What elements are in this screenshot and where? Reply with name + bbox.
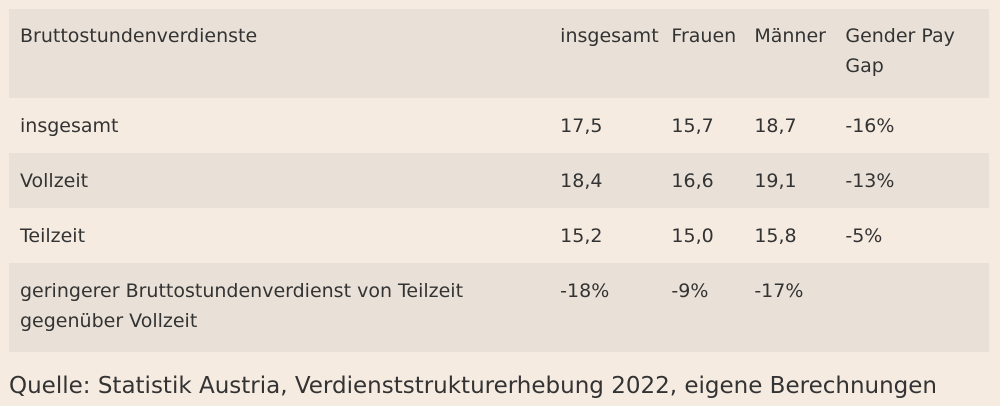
table-row: geringerer Bruttostundenverdienst von Te… [9,263,989,352]
earnings-table: Bruttostundenverdienste insgesamt Frauen… [9,9,989,352]
table-row: Teilzeit 15,2 15,0 15,8 -5% [9,208,989,263]
cell-women: 16,6 [671,153,755,208]
cell-gender-pay-gap [845,263,989,352]
cell-women: 15,0 [671,208,755,263]
row-label: Teilzeit [9,208,561,263]
row-label: insgesamt [9,98,561,153]
column-header-total: insgesamt [560,9,672,98]
row-label: geringerer Bruttostundenverdienst von Te… [9,263,561,352]
cell-gender-pay-gap: -13% [845,153,989,208]
column-header-women: Frauen [671,9,755,98]
table-row: insgesamt 17,5 15,7 18,7 -16% [9,98,989,153]
column-header-earnings: Bruttostundenverdienste [9,9,561,98]
cell-men: 15,8 [754,208,846,263]
source-note: Quelle: Statistik Austria, Verdienststru… [9,373,937,399]
cell-men: 19,1 [754,153,846,208]
column-header-gender-pay-gap: Gender Pay Gap [845,9,989,98]
cell-gender-pay-gap: -16% [845,98,989,153]
cell-total: 15,2 [560,208,672,263]
cell-men: 18,7 [754,98,846,153]
cell-total: 17,5 [560,98,672,153]
cell-women: 15,7 [671,98,755,153]
row-label: Vollzeit [9,153,561,208]
cell-men: -17% [754,263,846,352]
cell-total: -18% [560,263,672,352]
cell-gender-pay-gap: -5% [845,208,989,263]
column-header-men: Männer [754,9,846,98]
cell-total: 18,4 [560,153,672,208]
table-header-row: Bruttostundenverdienste insgesamt Frauen… [9,9,989,98]
table-row: Vollzeit 18,4 16,6 19,1 -13% [9,153,989,208]
earnings-table-container: Bruttostundenverdienste insgesamt Frauen… [9,9,989,352]
cell-women: -9% [671,263,755,352]
